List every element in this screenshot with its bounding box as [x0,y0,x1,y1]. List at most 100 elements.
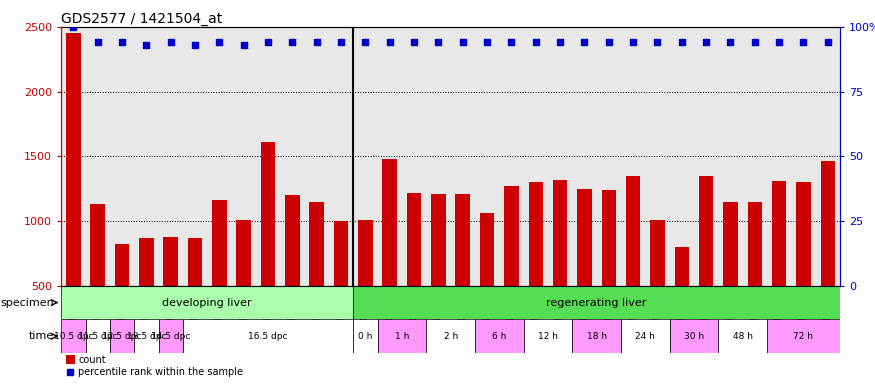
Bar [456,194,470,351]
Point [796,39,810,45]
Bar [382,159,397,351]
Bar [110,319,134,353]
Point [821,39,835,45]
Point [188,42,202,48]
Bar [572,319,621,353]
Bar [626,176,640,351]
Text: regenerating liver: regenerating liver [547,298,647,308]
Point [553,39,567,45]
Point [528,39,542,45]
Bar [480,213,494,351]
Point [237,42,251,48]
Bar [334,221,348,351]
Text: percentile rank within the sample: percentile rank within the sample [78,367,243,377]
Text: 10.5 dpc: 10.5 dpc [53,332,93,341]
Text: 11.5 dpc: 11.5 dpc [78,332,117,341]
Bar [504,186,519,351]
Bar [358,220,373,351]
Bar [718,319,767,353]
Point [602,39,616,45]
Bar [115,244,130,351]
Point [359,39,373,45]
Bar [528,182,543,351]
Bar [183,319,354,353]
Text: specimen: specimen [0,298,54,308]
Bar [426,319,475,353]
Bar [61,319,86,353]
Bar [212,200,227,351]
Bar [767,319,840,353]
Text: 12 h: 12 h [538,332,558,341]
Bar [747,202,762,351]
Bar [378,319,426,353]
Point [63,369,77,375]
Bar [553,180,568,351]
Text: 0 h: 0 h [358,332,373,341]
Bar [66,33,80,351]
Point [505,39,519,45]
Bar [699,176,713,351]
Bar [431,194,445,351]
Text: count: count [78,355,106,365]
Point [91,39,105,45]
Bar [354,286,840,319]
Text: 72 h: 72 h [794,332,814,341]
Bar [621,319,669,353]
Bar [134,319,158,353]
Bar [669,319,718,353]
Bar [523,319,572,353]
Text: 16.5 dpc: 16.5 dpc [248,332,288,341]
Point [164,39,178,45]
Point [650,39,664,45]
Point [334,39,348,45]
Point [578,39,592,45]
Bar [158,319,183,353]
Point [310,39,324,45]
Bar [188,238,202,351]
Bar [354,319,378,353]
Point [724,39,738,45]
Text: 14.5 dpc: 14.5 dpc [151,332,191,341]
Bar [675,247,690,351]
Bar [90,204,105,351]
Bar [164,237,178,351]
Bar [86,319,110,353]
Text: GDS2577 / 1421504_at: GDS2577 / 1421504_at [61,12,222,26]
Point [139,42,153,48]
Text: 48 h: 48 h [732,332,752,341]
Text: 24 h: 24 h [635,332,655,341]
Bar [310,202,324,351]
Point [382,39,396,45]
Text: 2 h: 2 h [444,332,458,341]
Point [66,24,80,30]
Bar [772,181,787,351]
Bar [285,195,300,351]
Point [116,39,130,45]
Text: 1 h: 1 h [395,332,410,341]
Text: developing liver: developing liver [163,298,252,308]
Bar [475,319,523,353]
Point [285,39,299,45]
Point [480,39,494,45]
Point [626,39,640,45]
Bar [578,189,592,351]
Bar [407,192,422,351]
Text: 30 h: 30 h [684,332,704,341]
Point [699,39,713,45]
Point [675,39,689,45]
Point [431,39,445,45]
Bar [61,286,354,319]
Point [407,39,421,45]
Bar [66,355,74,364]
Text: 12.5 dpc: 12.5 dpc [102,332,142,341]
Bar [261,142,276,351]
Point [456,39,470,45]
Text: 18 h: 18 h [586,332,606,341]
Point [772,39,786,45]
Bar [796,182,811,351]
Bar [139,238,154,351]
Point [748,39,762,45]
Point [213,39,227,45]
Bar [723,202,738,351]
Text: time: time [29,331,54,341]
